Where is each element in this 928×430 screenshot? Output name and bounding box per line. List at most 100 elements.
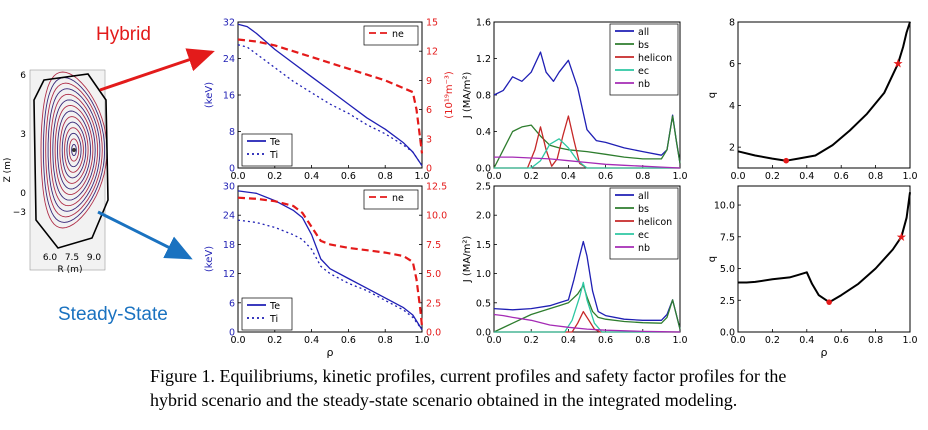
x-tick-label: 0.6 bbox=[834, 335, 849, 346]
x-tick-label: 0.0 bbox=[230, 171, 245, 182]
y-tick-label: 24 bbox=[223, 211, 235, 222]
flux-surface bbox=[40, 71, 108, 229]
q-marker: ★ bbox=[896, 230, 907, 244]
flux-surface bbox=[59, 116, 89, 184]
y-tick-label: 0.8 bbox=[476, 91, 491, 102]
x-tick-label: 0.4 bbox=[561, 171, 576, 182]
r-tick-label: 9.0 bbox=[87, 253, 102, 263]
legend-entry: Ti bbox=[269, 150, 278, 161]
x-tick-label: 0.8 bbox=[635, 335, 650, 346]
y-tick-label: 0.0 bbox=[476, 328, 491, 339]
z-tick-label: 3 bbox=[20, 130, 26, 140]
y-right-axis-label: (10¹⁹m⁻³) bbox=[444, 71, 455, 119]
legend-entry: ec bbox=[638, 230, 649, 241]
plot-frame bbox=[737, 21, 911, 169]
flux-surface bbox=[47, 88, 101, 212]
y-right-tick-label: 0 bbox=[426, 164, 432, 175]
y-right-tick-label: 3 bbox=[426, 134, 432, 145]
y-tick-label: 0 bbox=[229, 164, 235, 175]
x-tick-label: 0.0 bbox=[486, 171, 501, 182]
series-nb bbox=[493, 313, 681, 333]
x-tick-label: 1.0 bbox=[902, 335, 917, 346]
legend-entry: nb bbox=[638, 243, 650, 254]
flux-surface bbox=[57, 110, 91, 190]
x-tick-label: 0.6 bbox=[341, 335, 356, 346]
x-tick-label: 0.2 bbox=[765, 171, 780, 182]
y-tick-label: 6 bbox=[729, 59, 735, 70]
x-tick-label: 1.0 bbox=[902, 171, 917, 182]
x-tick-label: 0.2 bbox=[267, 335, 282, 346]
r-tick-label: 6.0 bbox=[43, 253, 58, 263]
x-tick-label: 0.6 bbox=[598, 335, 613, 346]
y-tick-label: 2.0 bbox=[476, 211, 491, 222]
r-tick-label: 7.5 bbox=[65, 253, 79, 263]
y-right-tick-label: 2.5 bbox=[426, 298, 441, 309]
x-axis-label: ρ bbox=[327, 346, 334, 359]
y-axis-label: q bbox=[707, 256, 718, 262]
y-tick-label: 8 bbox=[729, 18, 735, 29]
y-right-tick-label: 12.5 bbox=[426, 182, 447, 193]
q-marker: ★ bbox=[893, 57, 904, 71]
y-tick-label: 1.6 bbox=[476, 18, 491, 29]
series-ne bbox=[237, 38, 424, 154]
series-all bbox=[493, 240, 681, 330]
flux-surface bbox=[61, 121, 87, 179]
q-marker bbox=[826, 299, 832, 305]
y-tick-label: 24 bbox=[223, 54, 235, 65]
y-axis-label: J (MA/m²) bbox=[462, 236, 473, 284]
x-tick-label: 0.6 bbox=[834, 171, 849, 182]
z-tick-label: −3 bbox=[13, 208, 26, 218]
y-tick-label: 2 bbox=[729, 143, 735, 154]
y-right-tick-label: 0.0 bbox=[426, 328, 441, 339]
q-marker bbox=[783, 157, 789, 164]
safety-factor-hybrid: 0.0 0.2 0.4 0.6 0.8 1.0 2 4 6 8 q ★ bbox=[707, 18, 918, 183]
current-profile-hybrid: 0.0 0.2 0.4 0.6 0.8 1.0 0.0 0.4 0.8 1.2 1.6 J (MA/m… bbox=[462, 18, 688, 183]
z-tick-label: 6 bbox=[20, 71, 26, 81]
z-axis-label: Z (m) bbox=[3, 158, 13, 183]
series-ec bbox=[494, 138, 680, 169]
legend-box bbox=[363, 25, 419, 46]
y-tick-label: 8 bbox=[229, 127, 235, 138]
y-tick-label: 1.0 bbox=[476, 269, 491, 280]
series-Te bbox=[237, 23, 423, 167]
kinetic-profile-hybrid: 0.0 0.2 0.4 0.6 0.8 1.008162432(keV)03691215(… bbox=[204, 18, 455, 183]
y-tick-label: 0 bbox=[229, 328, 235, 339]
magnetic-axis bbox=[72, 148, 76, 152]
x-tick-label: 0.4 bbox=[799, 171, 814, 182]
y-right-tick-label: 10.0 bbox=[426, 211, 447, 222]
x-tick-label: 0.8 bbox=[868, 335, 883, 346]
legend-entry: nb bbox=[638, 79, 650, 90]
legend-entry: helicon bbox=[638, 53, 672, 64]
x-tick-label: 0.6 bbox=[341, 171, 356, 182]
x-tick-label: 0.0 bbox=[486, 335, 501, 346]
r-axis-label: R (m) bbox=[58, 265, 83, 275]
series-ne bbox=[237, 196, 424, 327]
x-tick-label: 0.4 bbox=[561, 335, 576, 346]
x-tick-label: 0.0 bbox=[730, 171, 745, 182]
y-tick-label: 30 bbox=[223, 182, 235, 193]
legend-entry: ec bbox=[638, 66, 649, 77]
kinetic-profile-steady: 0.0 0.2 0.4 0.6 0.8 1.0 ρ 0 6 12 18 24 30 (keV) 0.0 2.5… bbox=[204, 182, 447, 360]
y-right-tick-label: 15 bbox=[426, 18, 438, 29]
z-tick-label: 0 bbox=[20, 189, 26, 199]
current-profile-steady: 0.0 0.2 0.4 0.6 0.8 1.0 0.0 0.5 1.0 1.5 2.0 2.5 J (M… bbox=[462, 182, 688, 347]
x-tick-label: 1.0 bbox=[672, 171, 687, 182]
flux-surface bbox=[49, 93, 99, 207]
flux-surface bbox=[42, 77, 106, 223]
series-bs bbox=[493, 284, 681, 333]
flux-surface bbox=[68, 138, 80, 162]
y-axis-label: (keV) bbox=[204, 246, 215, 272]
legend-entry: Ti bbox=[269, 314, 278, 325]
y-tick-label: 18 bbox=[223, 240, 235, 251]
y-right-tick-label: 7.5 bbox=[426, 240, 441, 251]
x-tick-label: 0.2 bbox=[267, 171, 282, 182]
y-tick-label: 4 bbox=[729, 101, 735, 112]
legend-entry: ne bbox=[392, 29, 404, 40]
separatrix bbox=[33, 73, 109, 249]
series-q bbox=[738, 192, 911, 304]
flux-surface bbox=[64, 127, 84, 173]
y-right-tick-label: 9 bbox=[426, 76, 432, 87]
x-axis-label: ρ bbox=[821, 346, 828, 359]
legend-entry: Te bbox=[269, 137, 280, 148]
flux-surface bbox=[66, 132, 82, 168]
